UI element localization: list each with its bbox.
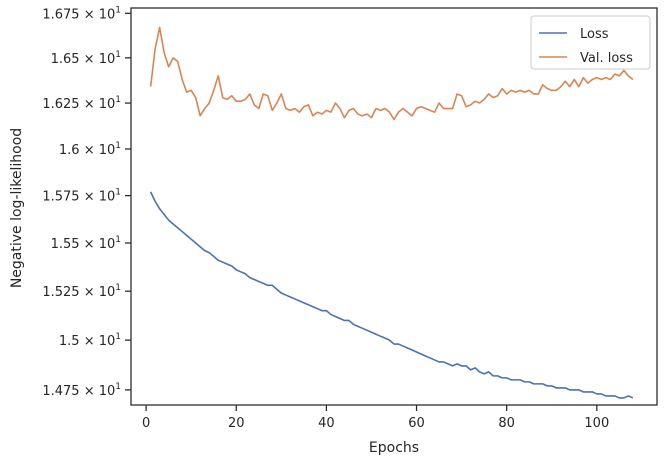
x-tick-label: 80 — [498, 416, 515, 431]
y-tick-label: 1.55 × 101 — [51, 235, 121, 252]
x-axis: 0 20 40 60 80 100 — [142, 405, 609, 431]
x-tick-label: 60 — [408, 416, 425, 431]
series-layer — [149, 26, 634, 399]
y-tick-label: 1.525 × 101 — [42, 283, 121, 300]
legend-box — [530, 15, 651, 70]
y-tick-label: 1.6 × 101 — [59, 141, 121, 158]
y-tick-label: 1.575 × 101 — [42, 188, 121, 205]
legend-label-loss: Loss — [580, 27, 609, 42]
y-axis: 1.475 × 101 1.5 × 101 1.525 × 101 1.55 × 10… — [42, 5, 131, 399]
y-axis-title: Negative log-likelihood — [9, 128, 25, 288]
x-tick-label: 40 — [318, 416, 335, 431]
plot-background — [131, 8, 657, 405]
x-axis-title: Epochs — [369, 440, 419, 456]
x-tick-label: 100 — [584, 416, 609, 431]
y-tick-label: 1.65 × 101 — [51, 50, 121, 67]
series-line-loss — [149, 191, 634, 399]
y-tick-label: 1.625 × 101 — [42, 95, 121, 112]
x-tick-label: 20 — [228, 416, 245, 431]
x-tick-label: 0 — [142, 416, 150, 431]
plot-frame — [130, 7, 658, 406]
series-line-val-loss — [149, 26, 634, 121]
y-tick-label: 1.475 × 101 — [42, 382, 121, 399]
y-tick-label: 1.675 × 101 — [42, 5, 121, 22]
legend: Loss Val. loss — [530, 15, 651, 70]
legend-label-val-loss: Val. loss — [580, 51, 633, 66]
y-tick-label: 1.5 × 101 — [59, 332, 121, 349]
